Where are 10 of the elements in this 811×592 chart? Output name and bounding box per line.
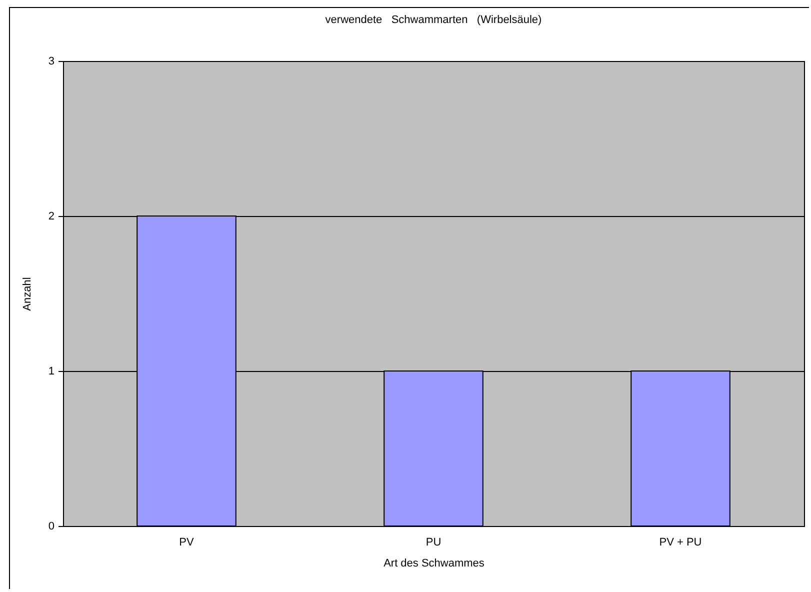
- x-axis-title: Art des Schwammes: [384, 558, 485, 570]
- x-tick-label: PU: [426, 536, 442, 548]
- y-tick-label: 1: [48, 366, 54, 378]
- chart-title: verwendete Schwammarten (Wirbelsäule): [325, 14, 542, 26]
- x-tick-label: PV + PU: [659, 536, 702, 548]
- x-tick-label: PV: [179, 536, 194, 548]
- y-tick-label: 0: [48, 520, 54, 532]
- y-tick-label: 3: [48, 56, 54, 68]
- y-tick-label: 2: [48, 210, 54, 222]
- y-axis-title: Anzahl: [21, 277, 34, 311]
